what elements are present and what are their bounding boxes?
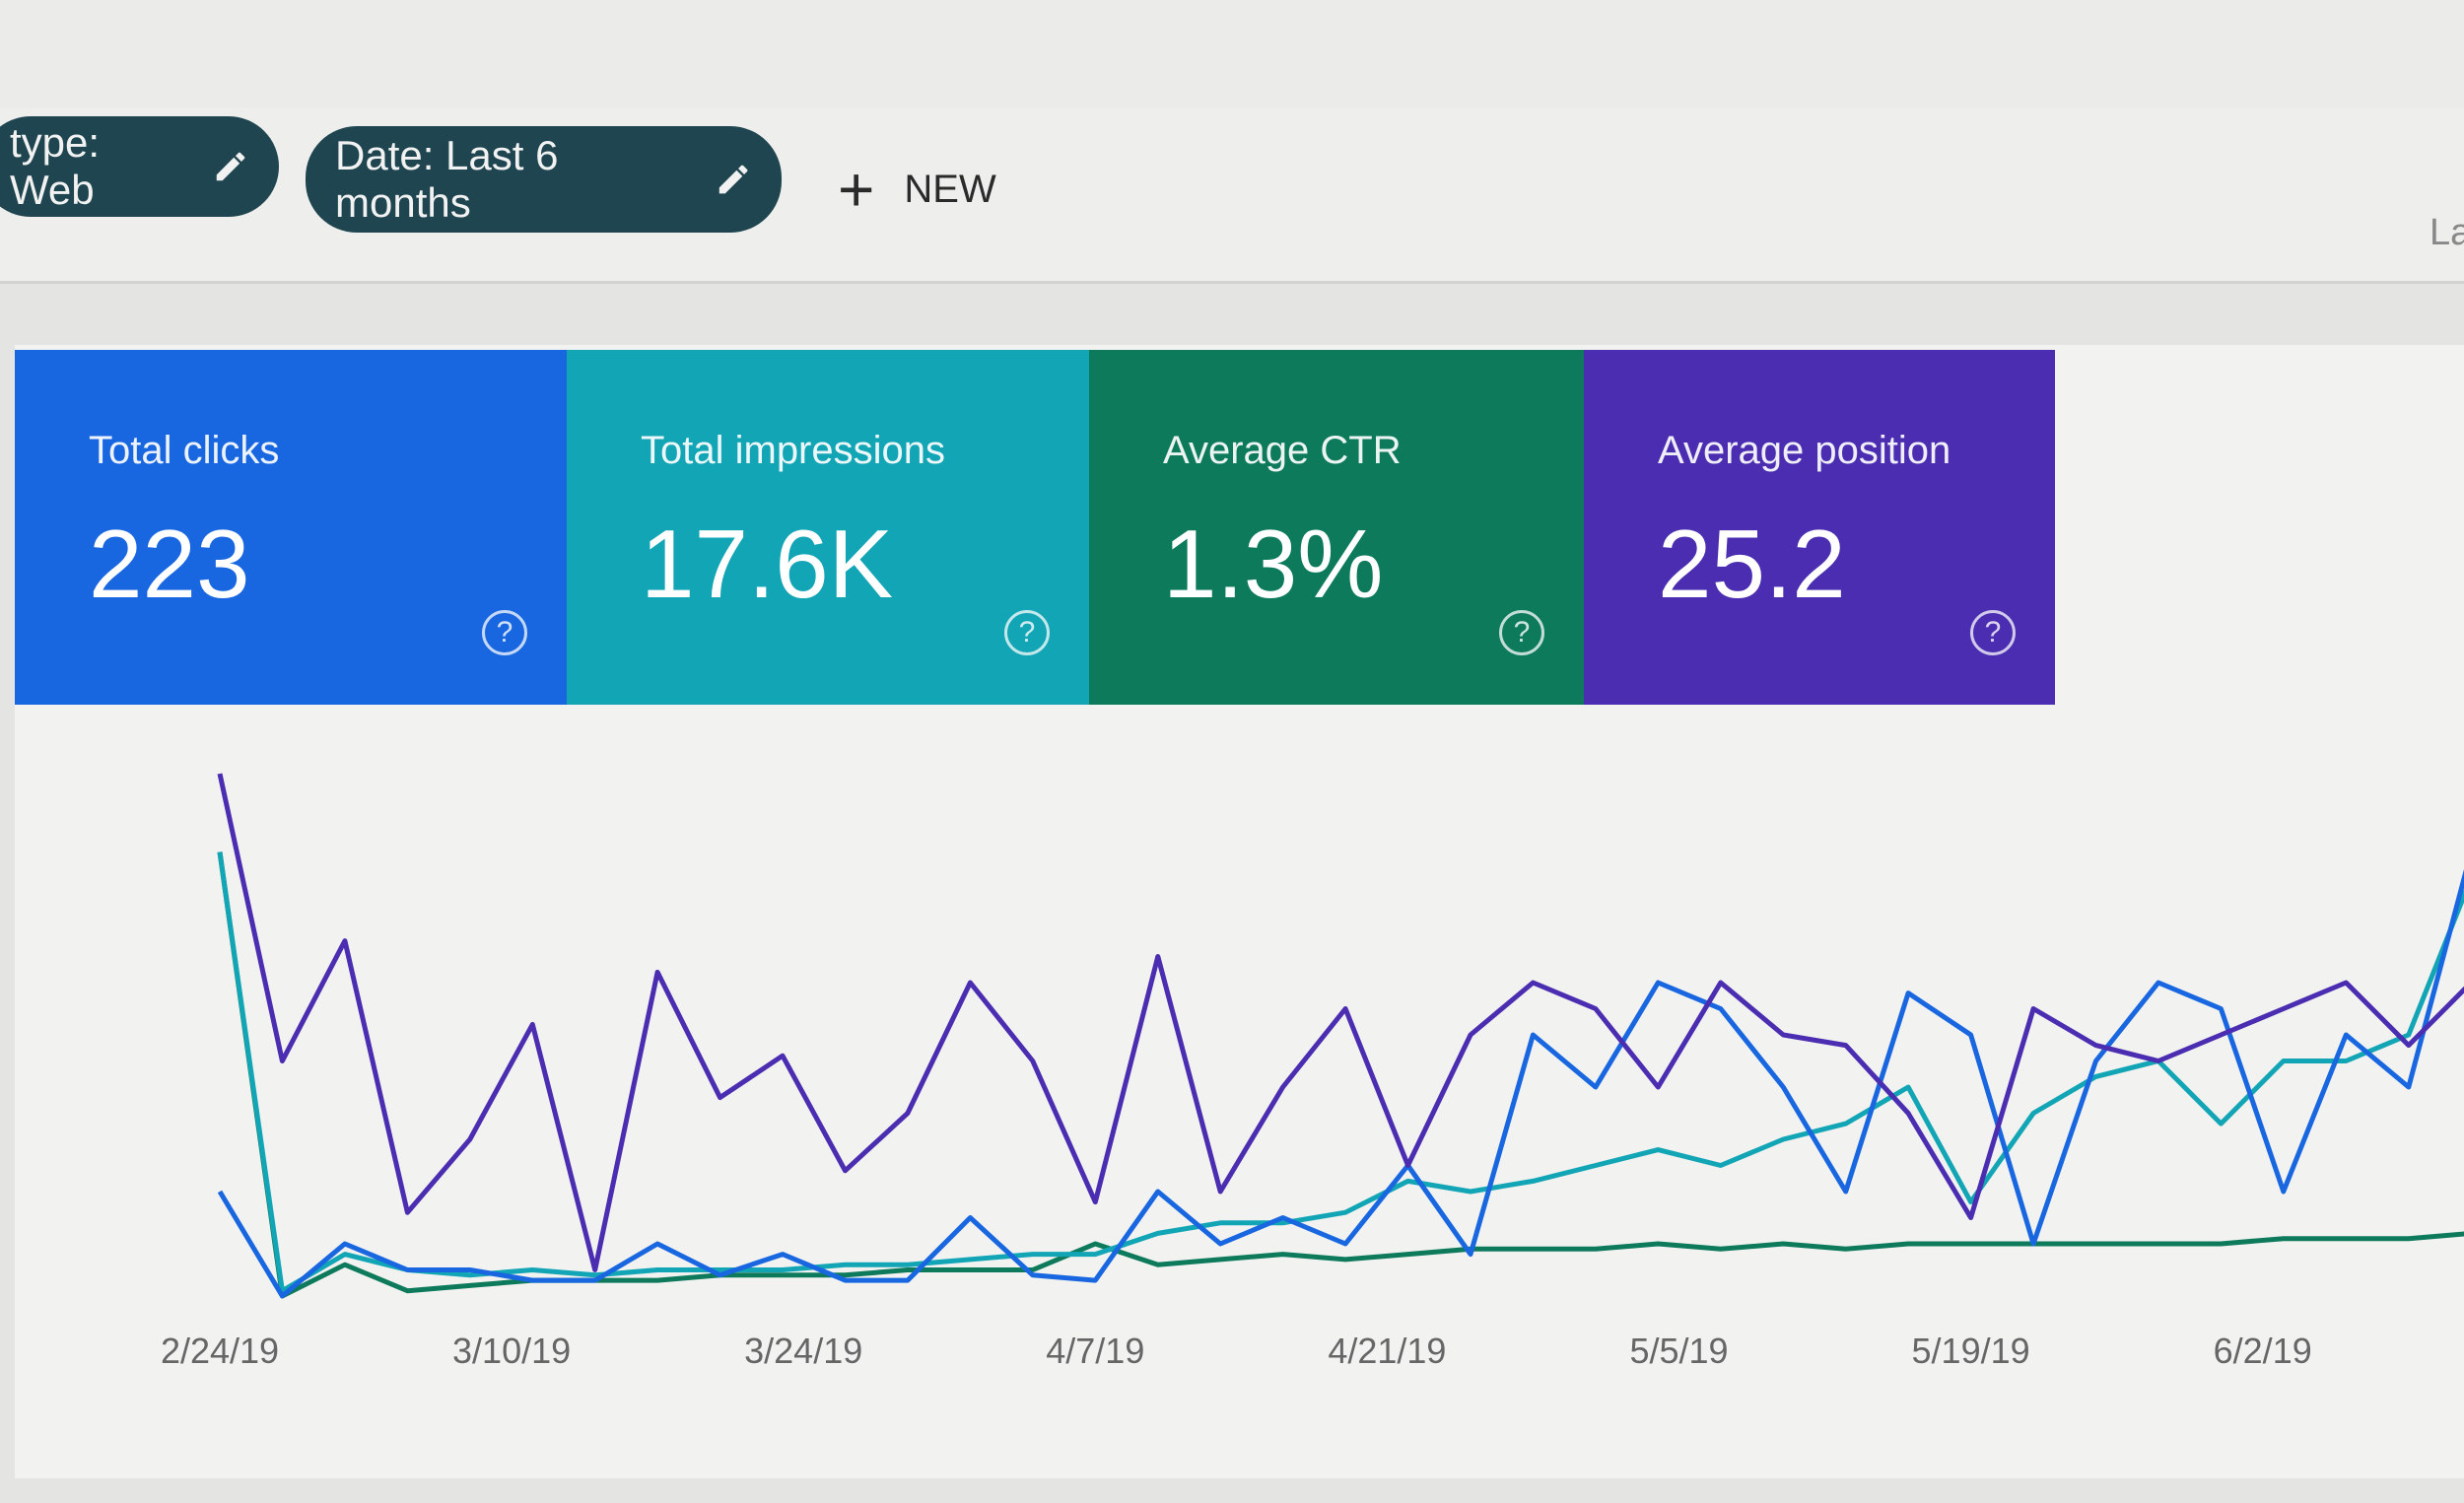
- metric-label: Average position: [1658, 429, 1951, 472]
- new-filter-button[interactable]: + NEW: [838, 158, 996, 221]
- filter-chip-search-type[interactable]: type: Web: [0, 116, 279, 217]
- pencil-icon[interactable]: [715, 160, 752, 199]
- metric-value: 223: [89, 510, 250, 618]
- metric-value: 25.2: [1658, 510, 1846, 618]
- cutoff-text: La: [2430, 212, 2464, 253]
- x-tick-label: 3/24/19: [744, 1331, 863, 1371]
- series-line: [217, 852, 2464, 1299]
- series-line: [217, 852, 2464, 1294]
- x-tick-label: 4/21/19: [1328, 1331, 1447, 1371]
- metric-value: 1.3%: [1163, 510, 1384, 618]
- metric-label: Total clicks: [89, 429, 280, 472]
- chip-label: type: Web: [10, 119, 101, 213]
- help-icon[interactable]: ?: [1499, 610, 1544, 655]
- series-line: [217, 773, 2464, 1272]
- new-label: NEW: [904, 167, 996, 211]
- metric-value: 17.6K: [641, 510, 894, 618]
- filter-chip-date[interactable]: Date: Last 6 months: [306, 126, 782, 233]
- x-tick-label: 6/2/19: [2213, 1331, 2312, 1371]
- x-tick-label: 2/24/19: [160, 1331, 280, 1371]
- metric-card-total-clicks[interactable]: Total clicks 223 ?: [15, 350, 567, 705]
- metric-card-total-impressions[interactable]: Total impressions 17.6K ?: [567, 350, 1089, 705]
- series-line: [217, 868, 2464, 1299]
- x-tick-label: 4/7/19: [1046, 1331, 1145, 1371]
- chip-label: Date: Last 6 months: [335, 132, 559, 226]
- x-tick-label: 3/10/19: [452, 1331, 572, 1371]
- plus-icon: +: [838, 154, 875, 225]
- metric-label: Average CTR: [1163, 429, 1402, 472]
- x-tick-label: 5/19/19: [1911, 1331, 2030, 1371]
- metric-label: Total impressions: [641, 429, 946, 472]
- x-tick-label: 5/5/19: [1629, 1331, 1729, 1371]
- pencil-icon[interactable]: [212, 147, 249, 186]
- help-icon[interactable]: ?: [1004, 610, 1050, 655]
- help-icon[interactable]: ?: [1970, 610, 2016, 655]
- help-icon[interactable]: ?: [482, 610, 527, 655]
- metric-card-average-position[interactable]: Average position 25.2 ?: [1584, 350, 2055, 705]
- metric-card-average-ctr[interactable]: Average CTR 1.3% ?: [1089, 350, 1584, 705]
